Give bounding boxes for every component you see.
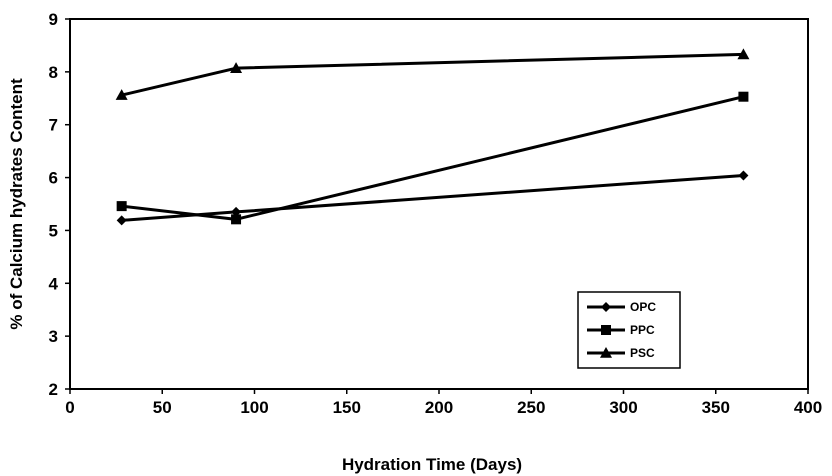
data-point-ppc: [738, 91, 749, 102]
series-layer: [115, 48, 750, 226]
data-point-opc: [738, 170, 749, 181]
data-point-psc: [115, 89, 128, 100]
y-axis: 2 3 4 5 6 7 8 9: [49, 10, 70, 399]
y-tick-label: 5: [49, 221, 58, 240]
legend: OPC PPC PSC: [577, 291, 681, 369]
y-tick-label: 2: [49, 380, 58, 399]
x-tick-label: 250: [517, 398, 545, 417]
legend-label: PPC: [630, 323, 655, 337]
data-point-psc: [737, 48, 750, 60]
legend-item-ppc: PPC: [587, 323, 655, 337]
x-axis: 0 50 100 150 200 250 300 350 400: [65, 389, 822, 417]
data-point-ppc: [116, 201, 127, 212]
y-tick-label: 9: [49, 10, 58, 29]
legend-label: PSC: [630, 346, 655, 360]
legend-marker-ppc: [601, 325, 611, 335]
y-tick-label: 8: [49, 63, 58, 82]
x-axis-title: Hydration Time (Days): [342, 455, 522, 474]
legend-item-psc: PSC: [587, 346, 655, 360]
legend-marker-opc: [601, 302, 611, 312]
series-ppc: [116, 91, 749, 225]
legend-marker-psc: [600, 347, 612, 358]
x-tick-label: 0: [65, 398, 74, 417]
y-tick-label: 7: [49, 116, 58, 135]
x-tick-label: 100: [240, 398, 268, 417]
y-tick-label: 4: [49, 274, 59, 293]
x-tick-label: 200: [425, 398, 453, 417]
x-tick-label: 400: [794, 398, 822, 417]
x-tick-label: 300: [609, 398, 637, 417]
plot-area: [69, 18, 809, 390]
series-psc: [115, 48, 750, 100]
data-point-opc: [116, 215, 127, 226]
legend-item-opc: OPC: [587, 300, 656, 314]
y-tick-label: 6: [49, 169, 58, 188]
data-point-ppc: [231, 214, 242, 225]
legend-label: OPC: [630, 300, 656, 314]
y-axis-title: % of Calcium hydrates Content: [7, 78, 26, 330]
y-tick-label: 3: [49, 327, 58, 346]
x-tick-label: 50: [153, 398, 172, 417]
x-tick-label: 150: [333, 398, 361, 417]
data-point-psc: [230, 62, 243, 73]
x-tick-label: 350: [702, 398, 730, 417]
